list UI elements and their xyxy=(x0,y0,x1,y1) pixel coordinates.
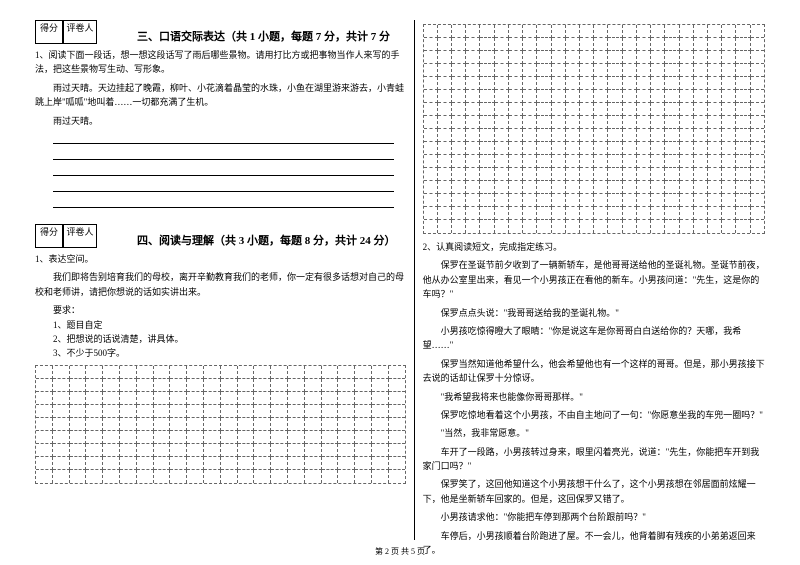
section3-title: 三、口语交际表达（共 1 小题，每题 7 分，共计 7 分 xyxy=(137,20,390,44)
reading-q2-intro: 2、认真阅读短文，完成指定练习。 xyxy=(423,240,765,254)
reading-p7: "当然，我非常愿意。" xyxy=(423,426,765,440)
answer-line xyxy=(53,178,394,192)
score-label: 得分 xyxy=(35,224,63,248)
reading-p8: 车开了一段路，小男孩转过身来，眼里闪着亮光，说道："先生，你能把车开到我家门口吗… xyxy=(423,445,765,474)
section3-header: 得分 评卷人 三、口语交际表达（共 1 小题，每题 7 分，共计 7 分 xyxy=(35,20,406,44)
reading-p5: "我希望我将来也能像你哥哥那样。" xyxy=(423,390,765,404)
reading-p3: 小男孩吃惊得瞪大了眼睛："你是说这车是你哥哥白白送给你的？天哪，我希望……" xyxy=(423,324,765,353)
writing-grid-left xyxy=(35,365,406,484)
section4-header: 得分 评卷人 四、阅读与理解（共 3 小题，每题 8 分，共计 24 分） xyxy=(35,224,406,248)
page-footer: 第 2 页 共 5 页 xyxy=(0,546,800,557)
answer-line xyxy=(53,194,394,208)
section3-q1-intro: 1、阅读下面一段话，想一想这段话写了雨后哪些景物。请用打比方或把事物当作人来写的… xyxy=(35,48,406,77)
right-column: 2、认真阅读短文，完成指定练习。 保罗在圣诞节前夕收到了一辆新轿车，是他哥哥送给… xyxy=(415,20,765,540)
page-container: 得分 评卷人 三、口语交际表达（共 1 小题，每题 7 分，共计 7 分 1、阅… xyxy=(0,0,800,565)
answer-line xyxy=(53,130,394,144)
reviewer-label: 评卷人 xyxy=(63,20,97,44)
left-column: 得分 评卷人 三、口语交际表达（共 1 小题，每题 7 分，共计 7 分 1、阅… xyxy=(35,20,415,540)
req3: 3、不少于500字。 xyxy=(53,346,406,360)
requirements-label: 要求： xyxy=(35,303,406,317)
answer-line xyxy=(53,162,394,176)
section3-content1: 雨过天晴。天边挂起了晚霞，柳叶、小花滴着晶莹的水珠，小鱼在湖里游来游去，小青蛙跳… xyxy=(35,81,406,110)
answer-line xyxy=(53,146,394,160)
reading-p1: 保罗在圣诞节前夕收到了一辆新轿车，是他哥哥送给他的圣诞礼物。圣诞节前夜，他从办公… xyxy=(423,258,765,301)
reading-p9: 保罗笑了，这回他知道这个小男孩想干什么了，这个小男孩想在邻居面前炫耀一下，他是坐… xyxy=(423,477,765,506)
req2: 2、把想说的话说清楚，讲具体。 xyxy=(53,332,406,346)
req1: 1、题目自定 xyxy=(53,318,406,332)
reading-p10: 小男孩请求他："你能把车停到那两个台阶跟前吗？" xyxy=(423,510,765,524)
reviewer-label: 评卷人 xyxy=(63,224,97,248)
reading-p6: 保罗吃惊地看着这个小男孩，不由自主地问了一句："你愿意坐我的车兜一圈吗？" xyxy=(423,408,765,422)
section4-q1-content: 我们即将告别培育我们的母校，离开辛勤教育我们的老师，你一定有很多话想对自己的母校… xyxy=(35,270,406,299)
section4-q1-intro: 1、表达空间。 xyxy=(35,252,406,266)
reading-p4: 保罗当然知道他希望什么，他会希望他也有一个这样的哥哥。但是，那小男孩接下去说的话… xyxy=(423,357,765,386)
writing-grid-right-top xyxy=(423,24,765,234)
score-label: 得分 xyxy=(35,20,63,44)
reading-p2: 保罗点点头说："我哥哥送给我的圣诞礼物。" xyxy=(423,306,765,320)
section4-title: 四、阅读与理解（共 3 小题，每题 8 分，共计 24 分） xyxy=(137,224,396,248)
section3-content2: 雨过天晴。 xyxy=(35,114,406,128)
